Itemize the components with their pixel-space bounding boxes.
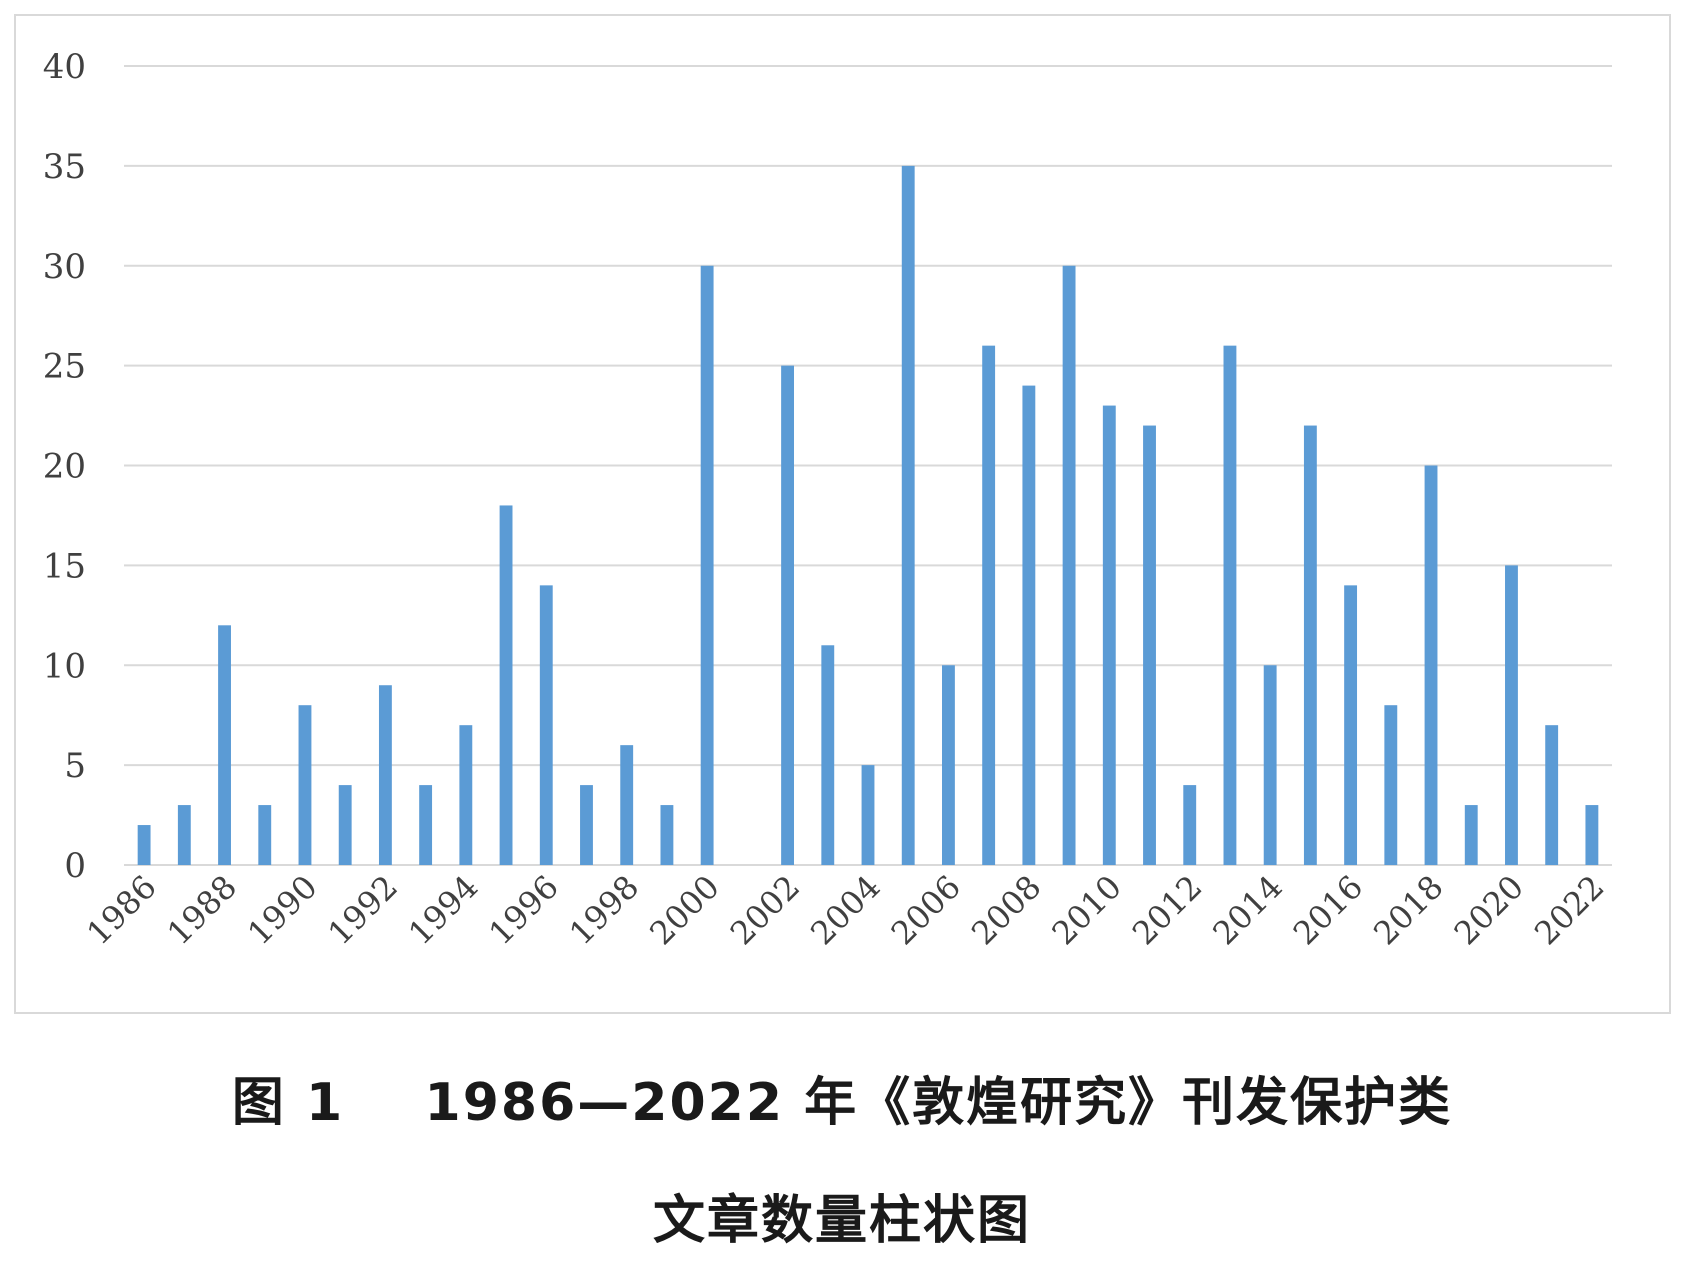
bar-1996 xyxy=(539,585,553,865)
bar-2010 xyxy=(1102,405,1116,865)
bar-2004 xyxy=(861,765,875,865)
bar-1998 xyxy=(620,745,634,865)
bar-1986 xyxy=(137,825,151,865)
x-tick-label: 2004 xyxy=(803,868,887,952)
x-tick-label: 2012 xyxy=(1125,868,1209,952)
bar-1992 xyxy=(378,685,392,865)
figure-caption-line-1: 图 1 1986—2022 年《敦煌研究》刊发保护类 xyxy=(231,1073,1453,1133)
x-tick-label: 2000 xyxy=(642,868,726,952)
y-tick-label: 25 xyxy=(43,347,86,387)
bar-2016 xyxy=(1344,585,1358,865)
bar-2006 xyxy=(941,665,955,865)
x-tick-label: 2010 xyxy=(1044,868,1128,952)
bar-1993 xyxy=(419,785,433,865)
x-tick-label: 1992 xyxy=(321,868,405,952)
bar-2014 xyxy=(1263,665,1277,865)
x-tick-label: 1994 xyxy=(401,868,485,952)
y-tick-label: 0 xyxy=(64,846,86,886)
x-tick-label: 2020 xyxy=(1447,868,1531,952)
bar-1991 xyxy=(338,785,352,865)
bar-2022 xyxy=(1585,805,1599,865)
bar-1997 xyxy=(580,785,593,865)
bar-2008 xyxy=(1022,385,1036,865)
y-tick-label: 40 xyxy=(43,47,86,87)
bar-2009 xyxy=(1062,265,1076,865)
bar-2021 xyxy=(1545,725,1559,865)
y-tick-label: 35 xyxy=(43,147,86,187)
bar-2011 xyxy=(1143,425,1156,865)
x-tick-label: 1986 xyxy=(79,868,163,952)
bar-1987 xyxy=(177,805,191,865)
bar-chart: 0 5 10 15 20 25 30 35 40 198619881990199219941996… xyxy=(43,47,1612,952)
x-tick-label: 2014 xyxy=(1205,868,1289,952)
bar-2003 xyxy=(821,645,835,865)
bar-1995 xyxy=(499,505,513,865)
figure-caption-line-2: 文章数量柱状图 xyxy=(652,1191,1031,1251)
x-tick-label: 1998 xyxy=(562,868,646,952)
y-tick-label: 20 xyxy=(43,447,86,487)
bar-2000 xyxy=(700,265,714,865)
y-tick-label: 10 xyxy=(43,646,86,686)
bar-1994 xyxy=(459,725,473,865)
x-tick-label: 2022 xyxy=(1527,868,1611,952)
bar-1989 xyxy=(258,805,272,865)
x-tick-label: 1988 xyxy=(160,868,244,952)
x-tick-label: 1996 xyxy=(481,868,565,952)
bar-2017 xyxy=(1384,705,1398,865)
chart-frame: 0 5 10 15 20 25 30 35 40 1986 1988 1990 1992 1994 1996… xyxy=(14,14,1671,1014)
bar-2013 xyxy=(1223,345,1237,865)
x-tick-label: 2016 xyxy=(1286,868,1370,952)
y-tick-label: 30 xyxy=(43,247,86,287)
x-tick-label: 2002 xyxy=(723,868,807,952)
bar-2019 xyxy=(1464,805,1478,865)
y-tick-label: 15 xyxy=(43,546,86,586)
bar-2020 xyxy=(1505,565,1518,865)
x-tick-label: 2006 xyxy=(884,868,968,952)
bar-1990 xyxy=(298,705,312,865)
bar-2005 xyxy=(901,165,915,865)
bar-1999 xyxy=(660,805,674,865)
x-tick-label: 2008 xyxy=(964,868,1048,952)
bar-2002 xyxy=(781,365,795,865)
bar-2007 xyxy=(982,345,996,865)
bar-2018 xyxy=(1424,465,1438,865)
bar-2015 xyxy=(1303,425,1317,865)
y-tick-label: 5 xyxy=(64,746,86,786)
x-tick-label: 1990 xyxy=(240,868,324,952)
bar-2012 xyxy=(1183,785,1197,865)
bar-1988 xyxy=(218,625,231,865)
x-tick-label: 2018 xyxy=(1366,868,1450,952)
